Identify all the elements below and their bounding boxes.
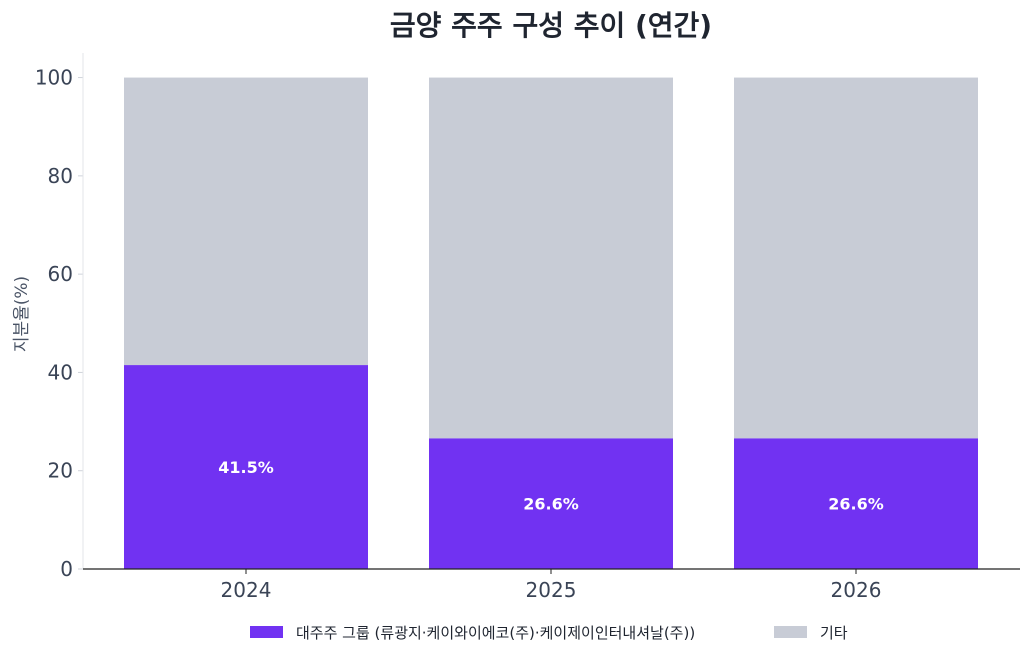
- y-tick-label-40: 40: [48, 360, 73, 384]
- y-tick-label-80: 80: [48, 164, 73, 188]
- bar-2024-series-1: [124, 365, 368, 569]
- chart-title: 금양 주주 구성 추이 (연간): [390, 9, 712, 42]
- data-label-2024: 41.5%: [218, 458, 274, 477]
- x-tick-label-2025: 2025: [526, 578, 577, 602]
- bar-2025-series-2: [429, 77, 673, 439]
- data-label-2025: 26.6%: [523, 495, 579, 514]
- x-tick-label-2024: 2024: [221, 578, 272, 602]
- bar-2026-series-2: [734, 77, 978, 439]
- bar-2024-series-2: [124, 77, 368, 366]
- y-tick-label-100: 100: [35, 66, 73, 90]
- legend-swatch-1: [250, 626, 283, 638]
- bar-2025-series-1: [429, 438, 673, 569]
- bar-2026-series-1: [734, 438, 978, 569]
- x-tick-label-2026: 2026: [831, 578, 882, 602]
- y-axis-label: 지분율(%): [12, 276, 32, 352]
- data-label-2026: 26.6%: [828, 495, 884, 514]
- legend-label-1: 대주주 그룹 (류광지·케이와이에코(주)·케이제이인터내셔날(주)): [296, 624, 695, 642]
- y-tick-label-0: 0: [60, 557, 73, 581]
- y-tick-label-20: 20: [48, 459, 73, 483]
- y-tick-label-60: 60: [48, 262, 73, 286]
- legend: 대주주 그룹 (류광지·케이와이에코(주)·케이제이인터내셔날(주)) 기타: [250, 624, 848, 642]
- legend-label-2: 기타: [820, 624, 848, 642]
- legend-swatch-2: [774, 626, 807, 638]
- plot-area: 41.5% 2024 26.6% 2025 26.6% 2026 0 20 40 60 80 100: [35, 53, 1020, 602]
